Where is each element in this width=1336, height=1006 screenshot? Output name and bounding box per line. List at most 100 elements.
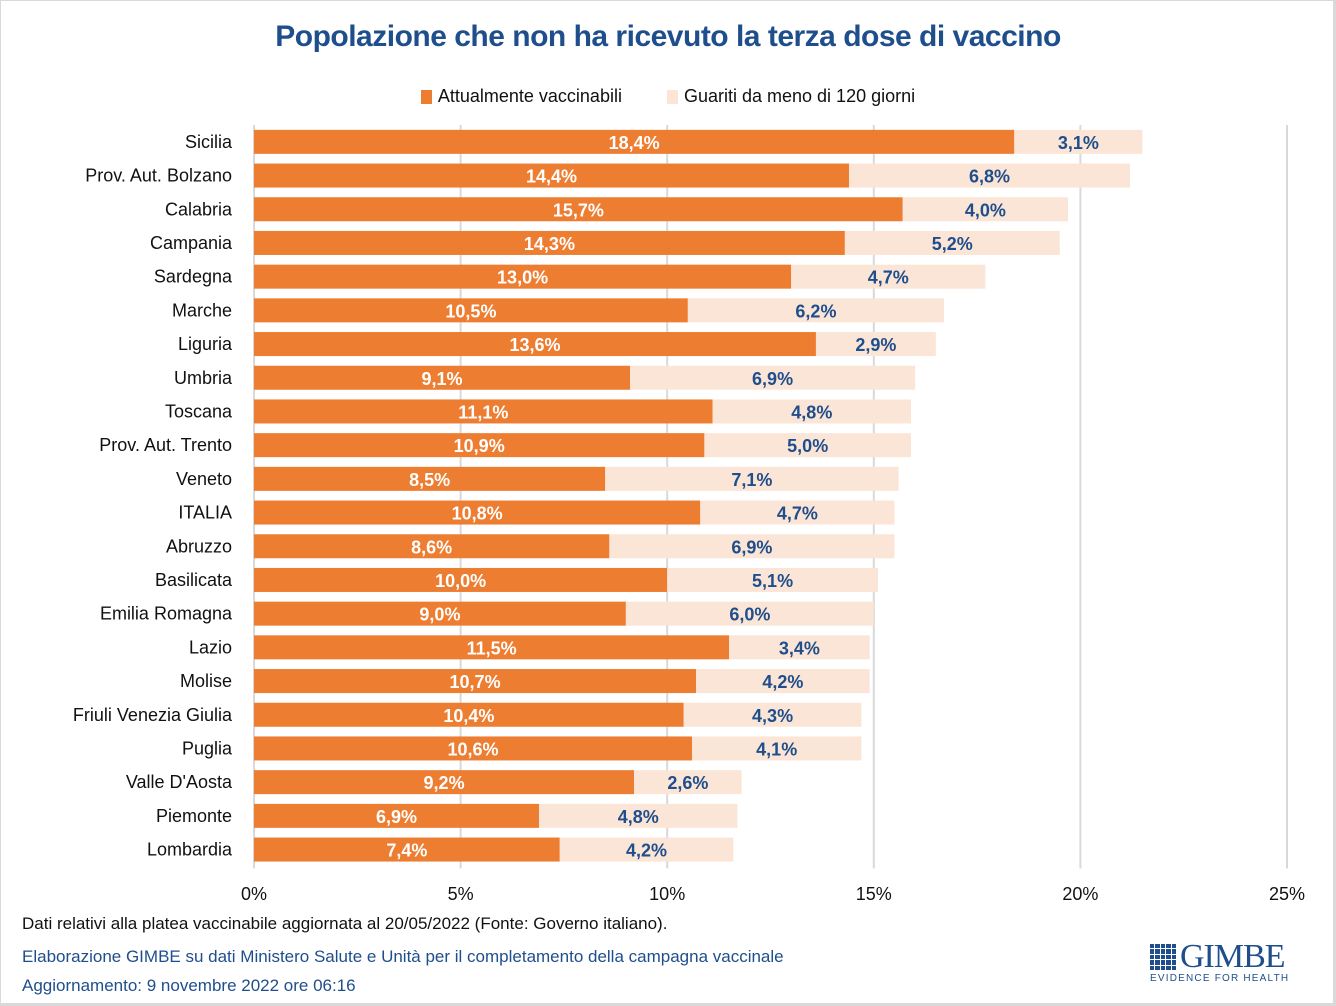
bar-vaccinabili (254, 129, 1015, 154)
data-label-guariti: 2,6% (667, 773, 708, 793)
data-label-guariti: 5,0% (787, 436, 828, 456)
bar-guariti (683, 702, 862, 727)
bar-vaccinabili (254, 534, 610, 559)
logo-brand: GIMBE (1180, 938, 1286, 975)
category-label: Friuli Venezia Giulia (73, 705, 233, 725)
data-label-vaccinabili: 10,8% (452, 504, 503, 524)
data-label-vaccinabili: 9,0% (419, 605, 460, 625)
category-label: Prov. Aut. Trento (99, 435, 232, 455)
category-label: Puglia (182, 738, 233, 758)
chart-title: Popolazione che non ha ricevuto la terza… (275, 20, 1061, 53)
data-label-vaccinabili: 18,4% (609, 133, 660, 153)
category-label: Liguria (178, 334, 233, 354)
data-label-guariti: 4,7% (777, 504, 818, 524)
category-label: Basilicata (155, 570, 233, 590)
data-label-vaccinabili: 10,7% (450, 672, 501, 692)
update-timestamp: Aggiornamento: 9 novembre 2022 ore 06:16 (22, 976, 356, 995)
data-label-guariti: 4,8% (791, 402, 832, 422)
bar-vaccinabili (254, 197, 903, 222)
bar-vaccinabili (254, 803, 540, 828)
legend-item-vaccinabili: Attualmente vaccinabili (420, 86, 622, 107)
data-label-vaccinabili: 13,6% (509, 335, 560, 355)
data-label-vaccinabili: 13,0% (497, 268, 548, 288)
category-labels: Sicilia Prov. Aut. Bolzano Calabria Campani… (73, 132, 233, 860)
data-label-guariti: 4,8% (618, 807, 659, 827)
data-label-vaccinabili: 10,4% (443, 706, 494, 726)
data-label-vaccinabili: 9,1% (421, 369, 462, 389)
category-label: Calabria (165, 199, 233, 219)
bar-guariti (844, 230, 1060, 255)
bar-chart: 18,4% 3,1% 14,4% 6,8% 15,7% 4,0% 14,3% 5,2% 13,0… (73, 125, 1305, 904)
bar-guariti (605, 466, 899, 491)
bar-vaccinabili (254, 635, 730, 660)
bar-vaccinabili (254, 770, 635, 795)
bar-guariti (625, 601, 874, 626)
bar-vaccinabili (254, 332, 816, 357)
data-label-vaccinabili: 8,6% (411, 537, 452, 557)
data-label-guariti: 5,1% (752, 571, 793, 591)
bar-guariti (634, 770, 742, 795)
bar-guariti (815, 332, 936, 357)
legend: Attualmente vaccinabili Guariti da meno … (0, 86, 1336, 109)
bar-vaccinabili (254, 736, 692, 761)
bar-guariti (691, 736, 862, 761)
data-label-guariti: 6,0% (729, 605, 770, 625)
bar-guariti (700, 500, 895, 525)
data-label-vaccinabili: 8,5% (409, 470, 450, 490)
bar-vaccinabili (254, 365, 631, 390)
bar-vaccinabili (254, 433, 705, 458)
bar-guariti (609, 534, 895, 559)
data-label-guariti: 6,9% (752, 369, 793, 389)
data-label-vaccinabili: 7,4% (386, 841, 427, 861)
logo-grid-icon (1150, 944, 1176, 970)
x-tick-label: 25% (1269, 884, 1305, 904)
data-label-vaccinabili: 10,9% (454, 436, 505, 456)
category-label: Lazio (189, 637, 232, 657)
legend-swatch-guariti (666, 89, 678, 104)
legend-swatch-vaccinabili (420, 89, 432, 104)
data-label-vaccinabili: 10,0% (435, 571, 486, 591)
bar-vaccinabili (254, 298, 688, 323)
x-tick-label: 20% (1062, 884, 1098, 904)
category-label: Veneto (176, 469, 232, 489)
legend-label-guariti: Guariti da meno di 120 giorni (683, 86, 916, 106)
x-tick-label: 10% (649, 884, 685, 904)
category-label: Molise (180, 671, 232, 691)
category-label: Valle D'Aosta (126, 772, 233, 792)
data-label-guariti: 3,4% (779, 638, 820, 658)
bar-vaccinabili (254, 163, 850, 188)
data-label-vaccinabili: 14,3% (524, 234, 575, 254)
data-label-guariti: 5,2% (932, 234, 973, 254)
data-label-guariti: 4,2% (626, 841, 667, 861)
x-tick-label: 0% (241, 884, 267, 904)
x-tick-label: 5% (448, 884, 474, 904)
bar-vaccinabili (254, 567, 668, 592)
category-label: Sicilia (185, 132, 233, 152)
bar-guariti (1014, 129, 1143, 154)
bar-guariti (667, 567, 878, 592)
bar-guariti (902, 197, 1069, 222)
bar-guariti (696, 669, 870, 694)
data-label-guariti: 4,0% (965, 200, 1006, 220)
data-label-vaccinabili: 14,4% (526, 167, 577, 187)
data-label-vaccinabili: 11,1% (458, 402, 508, 422)
x-axis-ticks: 0% 5% 10% 15% 20% 25% (241, 884, 1305, 904)
gimbe-logo: GIMBE EVIDENCE FOR HEALTH (1150, 938, 1290, 984)
bar-guariti (687, 298, 945, 323)
category-label: Abruzzo (166, 536, 232, 556)
bar-vaccinabili (254, 399, 713, 424)
data-label-vaccinabili: 10,5% (445, 301, 496, 321)
logo-tagline: EVIDENCE FOR HEALTH (1150, 973, 1290, 984)
bar-guariti (539, 803, 738, 828)
data-label-guariti: 3,1% (1058, 133, 1099, 153)
bar-vaccinabili (254, 669, 697, 694)
data-label-vaccinabili: 11,5% (467, 638, 517, 658)
category-label: ITALIA (178, 503, 232, 523)
category-label: Prov. Aut. Bolzano (85, 166, 232, 186)
data-label-guariti: 6,8% (969, 167, 1010, 187)
credit-line: Elaborazione GIMBE su dati Ministero Sal… (22, 947, 784, 966)
bar-guariti (712, 399, 911, 424)
bar-vaccinabili (254, 837, 560, 862)
category-label: Piemonte (156, 806, 232, 826)
data-label-guariti: 6,9% (731, 537, 772, 557)
